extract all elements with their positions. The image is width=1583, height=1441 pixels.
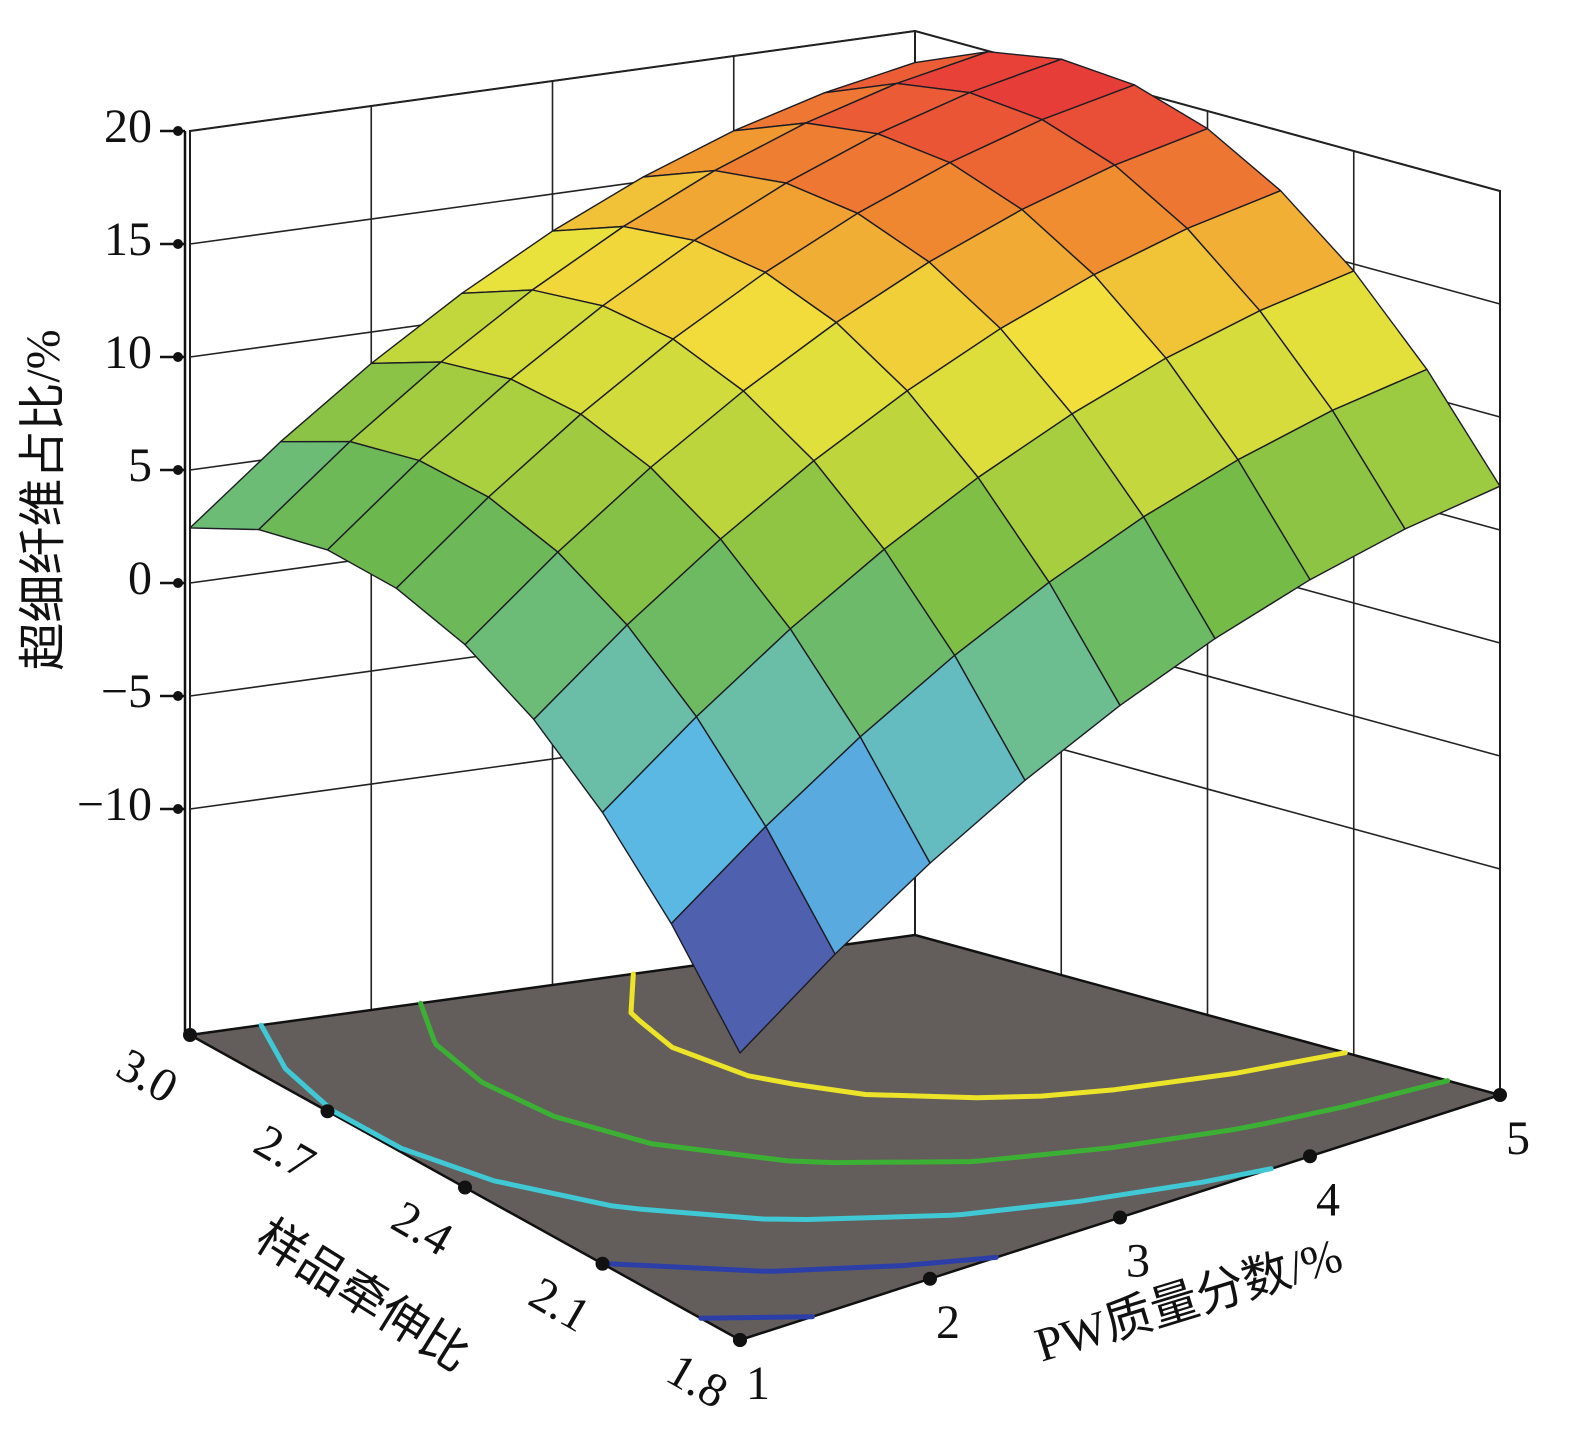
- x-tick-label: 1: [746, 1357, 770, 1410]
- x-tick-dot: [1303, 1149, 1317, 1164]
- y-tick-dot: [183, 1028, 197, 1042]
- x-tick-label: 2: [936, 1296, 960, 1349]
- x-tick-label: 5: [1506, 1112, 1530, 1165]
- y-tick-dot: [595, 1256, 610, 1271]
- z-tick-label: 10: [104, 326, 152, 379]
- z-tick-dot: [173, 578, 183, 588]
- contour-line: [698, 1314, 815, 1321]
- y-tick-label: 3.0: [108, 1038, 186, 1114]
- y-tick-dot: [458, 1180, 472, 1195]
- z-tick-dot: [173, 352, 183, 362]
- z-tick-label: −10: [77, 778, 152, 831]
- x-tick-label: 4: [1316, 1173, 1340, 1226]
- x-axis-title: PW质量分数/%: [1029, 1229, 1348, 1372]
- contours: [258, 971, 1451, 1321]
- floor: [186, 933, 1505, 1342]
- z-tick-dot: [173, 239, 183, 249]
- contour-line: [599, 1254, 999, 1274]
- contour-line: [258, 1022, 1274, 1222]
- surface-cell: [670, 825, 836, 1054]
- z-tick-label: 0: [128, 552, 152, 605]
- z-tick-dot: [173, 126, 183, 136]
- x-tick-dot: [1113, 1210, 1127, 1225]
- z-tick-label: 5: [128, 439, 152, 492]
- contour-line: [418, 1000, 1451, 1166]
- z-axis-title: 超细纤维占比/%: [17, 329, 70, 670]
- x-tick-dot: [1493, 1088, 1507, 1102]
- x-tick-dot: [923, 1271, 937, 1286]
- y-tick-label: 1.8: [658, 1343, 736, 1419]
- y-tick-label: 2.7: [246, 1114, 324, 1190]
- contour-line: [628, 971, 1348, 1101]
- y-tick-label: 2.4: [383, 1191, 461, 1267]
- y-tick-dot: [320, 1104, 335, 1119]
- surface: [189, 51, 1501, 1054]
- z-tick-dot: [173, 804, 183, 814]
- z-tick-label: 20: [104, 100, 152, 153]
- z-tick-dot: [173, 691, 183, 701]
- z-tick-label: 15: [104, 213, 152, 266]
- x-tick-label: 3: [1126, 1235, 1150, 1288]
- z-tick-dot: [173, 465, 183, 475]
- floor-plane: [186, 933, 1505, 1342]
- y-tick-dot: [733, 1333, 747, 1347]
- z-tick-label: −5: [101, 665, 152, 718]
- y-tick-label: 2.1: [521, 1267, 599, 1343]
